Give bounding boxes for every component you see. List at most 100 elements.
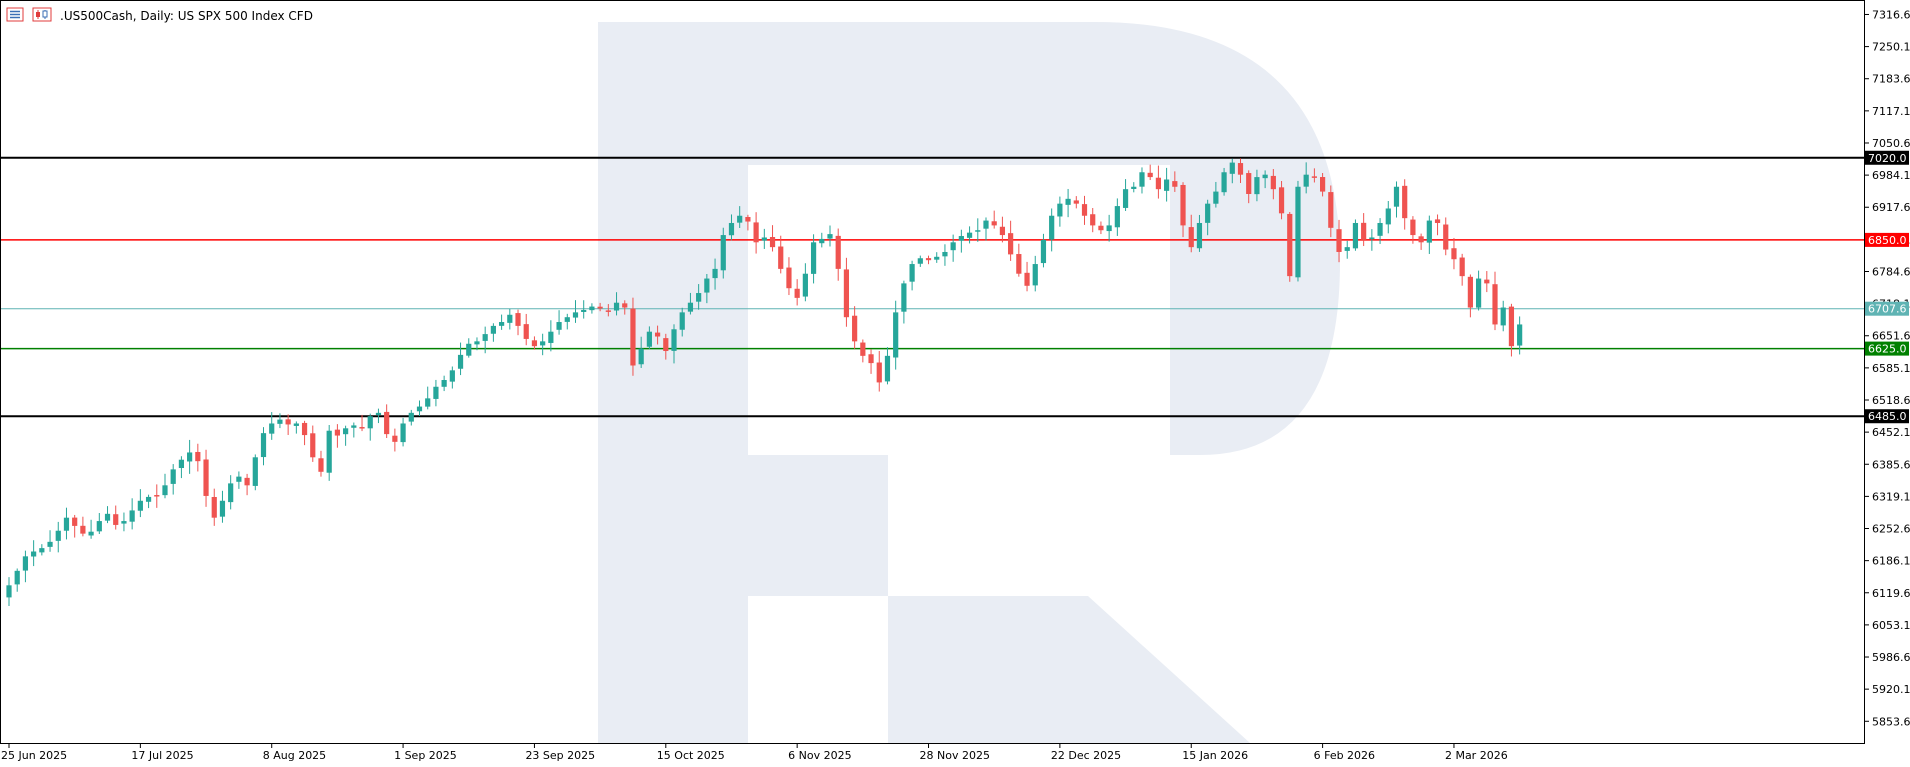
- list-icon[interactable]: [6, 7, 24, 22]
- candle-body: [392, 435, 398, 442]
- candle: [1517, 316, 1523, 355]
- candle: [1040, 233, 1047, 268]
- candle: [203, 449, 209, 507]
- candle-body: [457, 354, 464, 369]
- candle-body: [269, 423, 275, 434]
- candle-body: [1410, 219, 1416, 236]
- description-label: US SPX 500 Index CFD: [178, 9, 313, 23]
- candle: [1196, 214, 1203, 252]
- candle: [1492, 271, 1498, 331]
- candle: [852, 306, 858, 349]
- candle: [975, 218, 981, 242]
- candle: [983, 217, 989, 241]
- candle-body: [1081, 204, 1088, 216]
- candle: [80, 516, 86, 537]
- candle-body: [1467, 276, 1473, 308]
- x-tick-label: 6 Feb 2026: [1314, 749, 1375, 762]
- candle-body: [466, 343, 472, 356]
- candle: [301, 420, 308, 446]
- candle: [1114, 198, 1120, 236]
- candle-body: [1492, 284, 1498, 325]
- level-label: 7020.0: [1865, 150, 1909, 165]
- candle-body: [1205, 203, 1211, 223]
- candle-body: [1114, 206, 1120, 228]
- candle: [876, 351, 882, 392]
- candle: [1361, 213, 1367, 247]
- candle: [359, 414, 365, 432]
- candle-body: [958, 236, 964, 241]
- candle-body: [605, 310, 611, 312]
- x-tick-label: 22 Dec 2025: [1051, 749, 1121, 762]
- x-tick-label: 15 Jan 2026: [1182, 749, 1248, 762]
- candle-body: [113, 514, 119, 525]
- candle-body: [211, 496, 217, 518]
- candle-body: [318, 458, 324, 472]
- candle-body: [515, 313, 521, 326]
- candle-body: [1500, 307, 1506, 326]
- candle-body: [244, 477, 250, 486]
- candle: [1508, 303, 1515, 357]
- candle: [55, 521, 61, 553]
- candle: [252, 454, 258, 491]
- candle-body: [343, 428, 349, 435]
- candle-body: [712, 268, 718, 279]
- x-tick-label: 1 Sep 2025: [394, 749, 457, 762]
- candle: [1500, 300, 1506, 332]
- x-tick-label: 25 Jun 2025: [1, 749, 67, 762]
- candle: [310, 425, 316, 462]
- candle-body: [654, 332, 661, 337]
- candle: [1402, 179, 1408, 230]
- candle: [1180, 182, 1186, 238]
- candles-icon[interactable]: [32, 7, 52, 22]
- candle-body: [170, 469, 176, 484]
- candle-body: [367, 416, 373, 429]
- candle-body: [1098, 225, 1104, 231]
- candle-body: [1246, 173, 1252, 194]
- candle: [47, 530, 53, 552]
- candle-body: [679, 312, 685, 330]
- candle: [704, 273, 710, 304]
- candle-body: [613, 302, 620, 311]
- candle-body: [137, 500, 143, 511]
- candle: [860, 339, 866, 363]
- candle-body: [1131, 186, 1137, 189]
- candle-body: [909, 264, 915, 282]
- candle: [925, 255, 932, 265]
- y-tick-label: 6319.1: [1872, 490, 1910, 503]
- candle-body: [523, 324, 529, 339]
- candle: [868, 349, 874, 374]
- y-tick-label: 7050.6: [1872, 137, 1910, 150]
- y-tick-label: 6252.6: [1872, 523, 1910, 536]
- candle: [1484, 271, 1490, 293]
- candle: [375, 408, 382, 424]
- candle-body: [531, 340, 538, 347]
- title-separator: ,: [133, 9, 137, 23]
- candle: [1451, 237, 1457, 270]
- candle-body: [1229, 162, 1235, 174]
- candle: [416, 400, 423, 416]
- candle-body: [334, 429, 340, 436]
- candle-body: [1295, 186, 1301, 278]
- candle-body: [1270, 175, 1276, 190]
- candle: [228, 475, 234, 510]
- candle-body: [737, 215, 743, 223]
- candle-body: [556, 322, 562, 330]
- candle-body: [187, 452, 193, 462]
- y-tick-label: 7250.1: [1872, 41, 1910, 54]
- candle-body: [6, 585, 12, 598]
- candle: [392, 428, 398, 452]
- candle: [490, 323, 496, 342]
- candle: [548, 320, 554, 352]
- r-logo-watermark: [598, 22, 1340, 743]
- candle-body: [564, 317, 570, 322]
- candle-body: [572, 312, 579, 318]
- candle-body: [1484, 279, 1490, 284]
- candle-body: [548, 331, 554, 343]
- candle-body: [581, 309, 587, 312]
- candle: [827, 225, 833, 247]
- candle-body: [474, 341, 480, 345]
- candle: [1213, 181, 1219, 208]
- candle-body: [1106, 225, 1112, 232]
- candle: [326, 424, 332, 481]
- level-label-bg: [1865, 232, 1909, 247]
